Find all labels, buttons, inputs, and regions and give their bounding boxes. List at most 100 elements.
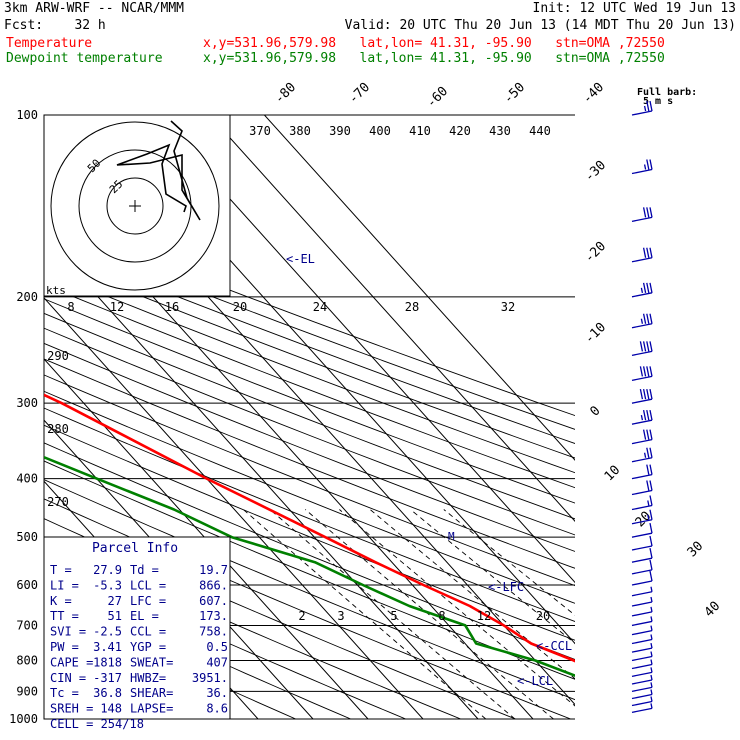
theta-label: 390 (329, 124, 351, 138)
mixing-ratio-line (269, 509, 516, 719)
el-label: <-EL (286, 252, 315, 266)
wind-barb (631, 570, 653, 586)
mark-label: M (448, 530, 455, 543)
dry-adiabat (44, 298, 575, 504)
isotherm-label: 0 (587, 403, 603, 419)
parcel-value: -5.3 (93, 578, 122, 592)
pressure-label: 100 (16, 108, 38, 122)
parcel-key: EL = (130, 609, 159, 623)
parcel-box (43, 536, 231, 720)
dry-adiabat (44, 479, 575, 701)
theta-label: 380 (289, 124, 311, 138)
isotherm-label: 10 (602, 463, 624, 485)
parcel-key: Td = (130, 563, 159, 577)
wind-barb (631, 559, 653, 575)
dry-adiabat (44, 581, 351, 719)
dry-adiabat (44, 217, 575, 417)
dry-adiabat (44, 407, 575, 622)
mixing-ratio-label: 20 (536, 609, 550, 623)
wind-barb (631, 606, 653, 617)
theta-label: 290 (47, 349, 69, 363)
ring-scale-label: 12 (110, 300, 124, 314)
dewpoint-location: x,y=531.96,579.98 lat,lon= 41.31, -95.90… (203, 51, 665, 66)
isotherm-label: -30 (582, 158, 609, 185)
dry-adiabat (44, 312, 575, 520)
ring-scale-label: 16 (165, 300, 179, 314)
parcel-value: 148 (100, 702, 122, 716)
parcel-value: 8.6 (206, 702, 228, 716)
isotherm-label: -20 (582, 239, 609, 266)
forecast-hour: Fcst: 32 h (4, 18, 106, 33)
theta-label: 370 (249, 124, 271, 138)
theta-label: 420 (449, 124, 471, 138)
wind-barb (631, 282, 653, 298)
ring-scale-label: 20 (233, 300, 247, 314)
mixing-ratio-label: 8 (438, 609, 445, 623)
pressure-label: 800 (16, 653, 38, 667)
parcel-key: SWEAT= (130, 655, 173, 669)
ring-scale-label: 24 (313, 300, 327, 314)
pressure-label: 600 (16, 578, 38, 592)
parcel-key: CCL = (130, 625, 166, 639)
pressure-label: 200 (16, 290, 38, 304)
parcel-value: 3951. (192, 671, 228, 685)
parcel-value: 758. (199, 625, 228, 639)
pressure-label: 500 (16, 530, 38, 544)
isotherm-line (154, 115, 575, 584)
ccl-label: <-CCL (536, 639, 572, 653)
mixing-ratio-line (410, 509, 575, 644)
lcl-label: <-LCL (517, 674, 553, 688)
valid-time: Valid: 20 UTC Thu 20 Jun 13 (14 MDT Thu … (344, 18, 736, 33)
mixing-ratio-line (369, 509, 575, 680)
isotherm-label: -70 (346, 80, 373, 107)
temperature-location: x,y=531.96,579.98 lat,lon= 41.31, -95.90… (203, 36, 665, 51)
parcel-value: 19.7 (199, 563, 228, 577)
dry-adiabat (44, 284, 575, 489)
mixing-ratio-label: 5 (390, 609, 397, 623)
parcel-key: YGP = (130, 640, 166, 654)
init-time: Init: 12 UTC Wed 19 Jun 13 (532, 1, 737, 16)
isotherm-line (44, 297, 424, 719)
wind-barb (631, 651, 653, 662)
wind-barb (631, 616, 653, 627)
dry-adiabat (44, 442, 575, 660)
wind-barb (631, 643, 653, 653)
theta-label: 280 (47, 422, 69, 436)
temperature-legend: Temperature (6, 36, 93, 51)
parcel-value: 36.8 (93, 686, 122, 700)
parcel-value: 173. (199, 609, 228, 623)
wind-barb (631, 509, 653, 525)
wind-barb (631, 389, 653, 404)
wind-barb (631, 596, 653, 607)
wind-barb (631, 634, 653, 645)
dry-adiabat (44, 270, 575, 474)
parcel-value: 27 (108, 594, 122, 608)
wind-barb (631, 586, 653, 597)
wind-barb (631, 464, 653, 480)
dry-adiabat (44, 460, 575, 680)
isotherm-line (264, 115, 575, 461)
pressure-label: 400 (16, 472, 38, 486)
parcel-key: LCL = (130, 578, 166, 592)
parcel-cell: CELL = 254/18 (50, 717, 144, 731)
parcel-key: K = (50, 594, 72, 608)
dewpoint-line (44, 455, 575, 677)
parcel-value: 3.41 (93, 640, 122, 654)
parcel-value: 0.5 (206, 640, 228, 654)
parcel-key: LI = (50, 578, 79, 592)
isotherm-line (44, 236, 479, 719)
wind-barb (631, 689, 653, 700)
wind-barb (631, 495, 653, 511)
wind-barb (631, 313, 653, 329)
isotherm-line (44, 358, 369, 719)
parcel-value: -317 (93, 671, 122, 685)
dry-adiabat (44, 390, 575, 604)
parcel-key: SREH = (50, 702, 93, 716)
parcel-title: Parcel Info (92, 541, 178, 556)
dry-adiabat (44, 243, 575, 445)
parcel-key: LAPSE= (130, 702, 173, 716)
dry-adiabat (44, 256, 575, 459)
theta-label: 400 (369, 124, 391, 138)
hodograph-trace (116, 120, 201, 221)
